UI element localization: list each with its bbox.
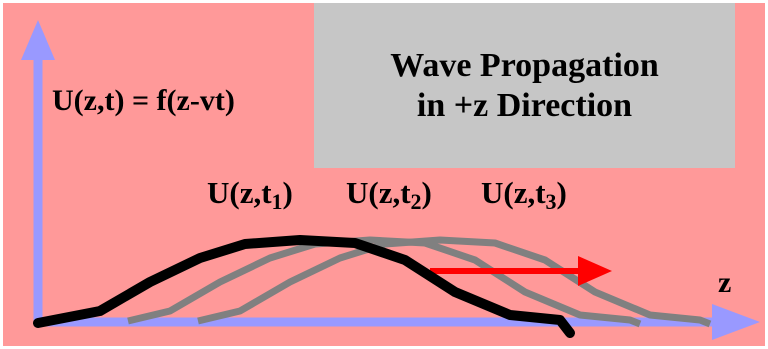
pulse-t2 xyxy=(127,236,642,328)
title-line-2: in +z Direction xyxy=(416,86,633,124)
pulse-t1 xyxy=(33,235,575,338)
curve-label-t3: U(z,t3) xyxy=(481,175,567,214)
propagation-arrowhead xyxy=(578,256,612,286)
curve-label-t2: U(z,t2) xyxy=(346,175,432,214)
horizontal-axis-arrowhead xyxy=(712,304,760,340)
curve-label-t1: U(z,t1) xyxy=(207,175,293,214)
z-axis-label: z xyxy=(718,266,732,299)
wave-equation-label: U(z,t) = f(z-vt) xyxy=(52,84,235,117)
vertical-axis-arrowhead xyxy=(21,20,55,60)
title-box: Wave Propagation in +z Direction xyxy=(314,3,735,168)
pulse-t3 xyxy=(197,236,712,328)
title-line-1: Wave Propagation xyxy=(390,46,659,84)
